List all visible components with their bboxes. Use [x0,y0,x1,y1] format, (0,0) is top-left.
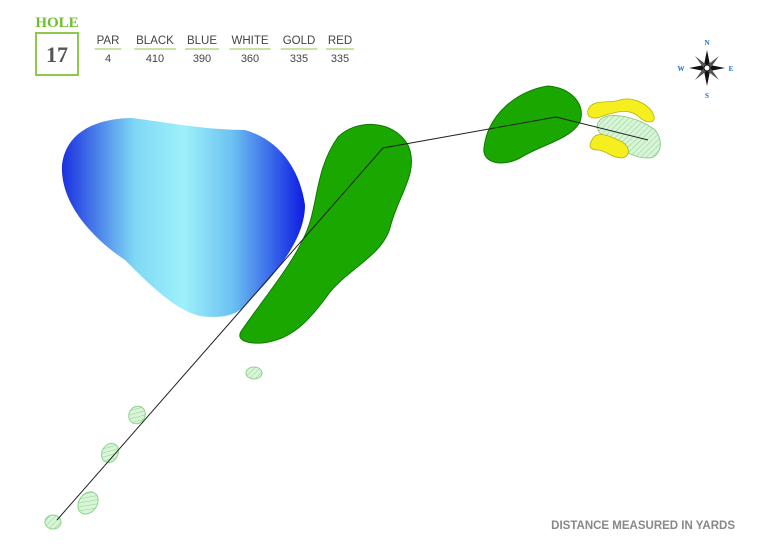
tee-name: PAR [97,35,120,47]
tee-box [100,442,120,464]
water-hazard [61,118,305,317]
tee-yardage: 335 [290,53,308,65]
tee-name: BLUE [187,35,217,47]
tee-yardage: 390 [193,53,211,65]
tee-name: GOLD [283,35,316,47]
tee-yardage: 410 [146,53,164,65]
compass-n: N [704,39,709,47]
tee-table: PAR 4 BLACK 410 BLUE 390 WHITE 360 GOLD 335 RED 335 [94,35,355,65]
fairway [239,124,413,344]
tee-name: BLACK [136,35,174,47]
compass-e: E [729,65,734,73]
tee-yardage: 4 [105,53,111,65]
bunker [587,98,655,123]
hole-label: HOLE [35,15,78,31]
fairway [483,85,582,164]
compass-w: W [678,65,685,73]
tee-yardage: 360 [241,53,259,65]
tee-name: RED [328,35,352,47]
play-line [56,116,649,521]
bunker [589,134,629,159]
compass-s: S [705,92,709,100]
tee-box [245,366,263,380]
tee-yardage: 335 [331,53,349,65]
footer-note: DISTANCE MEASURED IN YARDS [551,520,735,532]
tee-box [44,514,62,530]
hole-number: 17 [46,42,68,67]
tee-name: WHITE [231,35,268,47]
compass: N S E W [678,39,734,100]
tee-box [77,491,99,515]
hole-box [35,32,79,76]
tee-box [128,405,146,425]
putting-green [596,114,661,159]
